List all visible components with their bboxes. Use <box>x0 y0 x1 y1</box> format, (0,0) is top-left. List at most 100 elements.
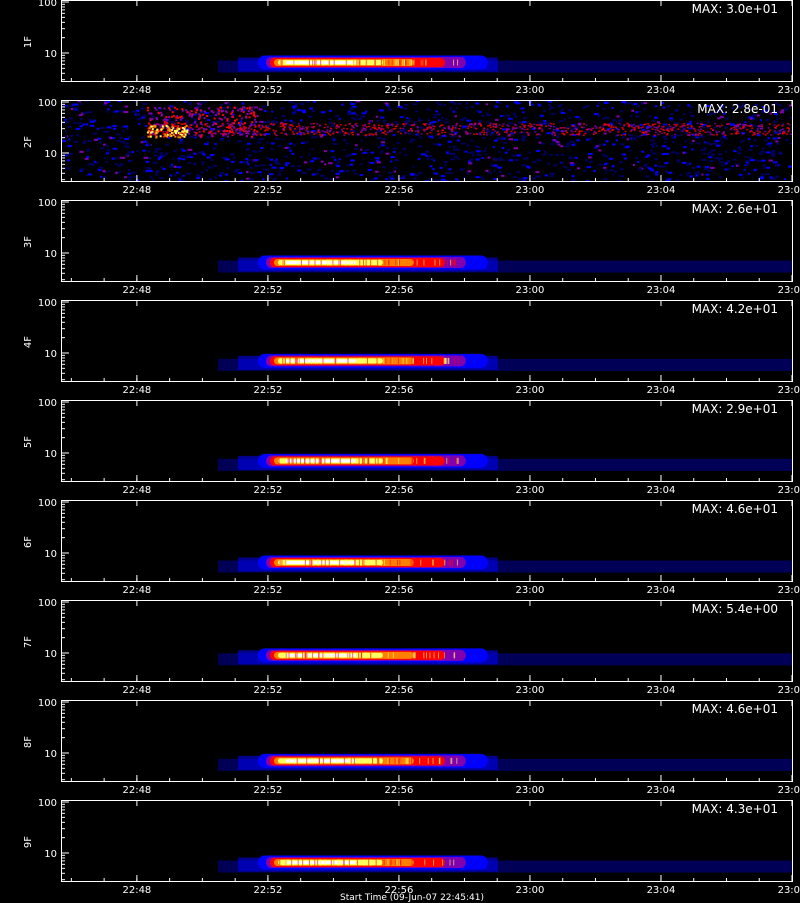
x-tick-label: 23:08 <box>778 485 800 496</box>
x-tick-label: 22:52 <box>253 185 282 196</box>
x-tick-label: 23:00 <box>516 385 545 396</box>
x-tick-label: 22:56 <box>385 785 414 796</box>
x-tick-label: 22:48 <box>122 285 151 296</box>
y-tick-label: 10 <box>44 749 57 760</box>
max-label: MAX: 4.6e+01 <box>692 702 778 716</box>
y-tick-label: 100 <box>38 298 57 309</box>
plot-frame <box>61 400 793 482</box>
x-tick-label: 22:48 <box>122 685 151 696</box>
x-tick-label: 22:48 <box>122 85 151 96</box>
y-tick-label: 100 <box>38 398 57 409</box>
x-tick-label: 23:00 <box>516 685 545 696</box>
plot-frame <box>61 0 793 82</box>
panel-name: 9F <box>23 836 34 848</box>
spectrogram-image <box>217 555 792 573</box>
plot-frame <box>61 300 793 382</box>
x-tick-label: 23:00 <box>516 85 545 96</box>
x-tick-label: 22:56 <box>385 685 414 696</box>
x-tick-label: 22:56 <box>385 485 414 496</box>
x-tick-label: 22:52 <box>253 685 282 696</box>
x-tick-label: 23:04 <box>647 885 676 896</box>
panel-8f: 22:48 22:52 22:56 23:00 23:04 23:08 100 10 8F MAX… <box>23 698 800 796</box>
x-tick-label: 23:04 <box>647 285 676 296</box>
x-tick-label: 22:48 <box>122 585 151 596</box>
x-tick-label: 22:48 <box>122 885 151 896</box>
x-tick-label: 22:52 <box>253 85 282 96</box>
y-tick-label: 100 <box>38 498 57 509</box>
x-tick-label: 23:00 <box>516 585 545 596</box>
max-label: MAX: 2.6e+01 <box>692 202 778 216</box>
y-tick-label: 10 <box>44 449 57 460</box>
x-tick-label: 22:52 <box>253 285 282 296</box>
panel-3f: 22:48 22:52 22:56 23:00 23:04 23:08 100 10 3F MAX… <box>23 198 800 296</box>
y-tick-label: 10 <box>44 549 57 560</box>
plot-frame <box>61 800 793 882</box>
spectrogram-image <box>217 855 792 873</box>
y-tick-label: 10 <box>44 249 57 260</box>
spectrogram-image <box>217 753 792 771</box>
panel-9f: 22:48 22:52 22:56 23:00 23:04 23:08 100 10 9F MAX… <box>23 798 800 896</box>
x-tick-label: 22:52 <box>253 585 282 596</box>
max-label: MAX: 4.6e+01 <box>692 502 778 516</box>
x-tick-label: 23:00 <box>516 485 545 496</box>
y-tick-label: 100 <box>38 98 57 109</box>
plot-area <box>61 100 792 181</box>
spectrogram-image <box>61 100 792 181</box>
x-tick-label: 23:00 <box>516 185 545 196</box>
y-tick-label: 100 <box>38 0 57 9</box>
x-tick-label: 22:52 <box>253 885 282 896</box>
max-label: MAX: 2.9e+01 <box>692 402 778 416</box>
spectrogram-image <box>217 648 792 666</box>
max-label: MAX: 3.0e+01 <box>692 2 778 16</box>
panel-name: 3F <box>23 236 34 248</box>
panel-1f: 22:48 22:52 22:56 23:00 23:04 23:08 100 10 1F MAX… <box>23 0 800 96</box>
panel-4f: 22:48 22:52 22:56 23:00 23:04 23:08 100 10 4F MAX… <box>23 298 800 396</box>
x-tick-label: 23:08 <box>778 185 800 196</box>
x-tick-label: 22:56 <box>385 185 414 196</box>
x-tick-label: 23:08 <box>778 585 800 596</box>
x-tick-label: 23:04 <box>647 485 676 496</box>
x-tick-label: 23:08 <box>778 685 800 696</box>
x-tick-label: 23:04 <box>647 85 676 96</box>
x-tick-label: 22:56 <box>385 585 414 596</box>
panel-name: 1F <box>23 36 34 48</box>
spectrogram-image <box>217 453 792 471</box>
x-tick-label: 23:08 <box>778 285 800 296</box>
panel-name: 7F <box>23 636 34 648</box>
plot-area <box>61 600 792 681</box>
max-label: MAX: 2.8e-01 <box>697 102 778 116</box>
x-tick-label: 22:48 <box>122 185 151 196</box>
y-tick-label: 10 <box>44 49 57 60</box>
plot-frame <box>61 500 793 582</box>
x-tick-label: 22:56 <box>385 285 414 296</box>
x-tick-label: 23:04 <box>647 385 676 396</box>
y-tick-label: 10 <box>44 649 57 660</box>
panel-name: 4F <box>23 336 34 348</box>
x-tick-label: 22:52 <box>253 385 282 396</box>
x-tick-label: 22:48 <box>122 485 151 496</box>
plot-frame <box>61 200 793 282</box>
x-tick-label: 22:48 <box>122 785 151 796</box>
panel-name: 5F <box>23 436 34 448</box>
max-label: MAX: 4.2e+01 <box>692 302 778 316</box>
x-tick-label: 22:56 <box>385 385 414 396</box>
x-tick-label: 23:04 <box>647 785 676 796</box>
panel-7f: 22:48 22:52 22:56 23:00 23:04 23:08 100 10 7F MAX… <box>23 598 800 696</box>
y-tick-label: 100 <box>38 698 57 709</box>
x-tick-label: 23:08 <box>778 85 800 96</box>
x-tick-label: 22:48 <box>122 385 151 396</box>
y-tick-label: 100 <box>38 198 57 209</box>
x-tick-label: 23:04 <box>647 685 676 696</box>
y-tick-label: 100 <box>38 798 57 809</box>
x-tick-label: 22:52 <box>253 785 282 796</box>
spectrogram-image <box>217 353 792 371</box>
x-tick-label: 23:04 <box>647 585 676 596</box>
x-tick-label: 23:04 <box>647 185 676 196</box>
y-tick-label: 100 <box>38 598 57 609</box>
panel-name: 8F <box>23 736 34 748</box>
max-label: MAX: 5.4e+00 <box>692 602 778 616</box>
x-tick-label: 22:56 <box>385 85 414 96</box>
x-tick-label: 23:00 <box>516 885 545 896</box>
plot-frame <box>61 100 793 182</box>
